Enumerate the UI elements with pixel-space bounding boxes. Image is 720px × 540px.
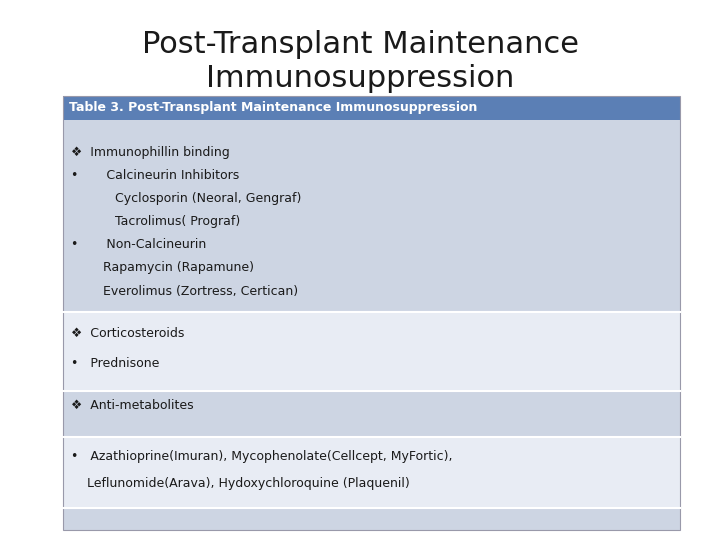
Text: ❖  Immunophillin binding: ❖ Immunophillin binding — [71, 146, 230, 159]
Bar — [63, 312, 680, 391]
Text: ❖  Corticosteroids: ❖ Corticosteroids — [71, 327, 184, 340]
Text: Everolimus (Zortress, Certican): Everolimus (Zortress, Certican) — [71, 285, 298, 298]
Text: Post-Transplant Maintenance: Post-Transplant Maintenance — [142, 30, 578, 59]
Bar — [63, 96, 680, 530]
Text: •       Calcineurin Inhibitors: • Calcineurin Inhibitors — [71, 169, 239, 182]
Bar — [63, 391, 680, 437]
Text: Leflunomide(Arava), Hydoxychloroquine (Plaquenil): Leflunomide(Arava), Hydoxychloroquine (P… — [71, 477, 410, 490]
Text: Rapamycin (Rapamune): Rapamycin (Rapamune) — [71, 261, 254, 274]
Text: •       Non-Calcineurin: • Non-Calcineurin — [71, 238, 206, 251]
Text: •   Prednisone: • Prednisone — [71, 357, 159, 370]
Text: •   Azathioprine(Imuran), Mycophenolate(Cellcept, MyFortic),: • Azathioprine(Imuran), Mycophenolate(Ce… — [71, 450, 452, 463]
Text: Tacrolimus( Prograf): Tacrolimus( Prograf) — [71, 215, 240, 228]
Bar — [63, 508, 680, 530]
Text: Cyclosporin (Neoral, Gengraf): Cyclosporin (Neoral, Gengraf) — [71, 192, 302, 205]
Text: Immunosuppression: Immunosuppression — [206, 64, 514, 93]
Text: Table 3. Post-Transplant Maintenance Immunosuppression: Table 3. Post-Transplant Maintenance Imm… — [69, 102, 477, 114]
Bar — [63, 96, 680, 120]
Bar — [63, 120, 680, 312]
Text: ❖  Anti-metabolites: ❖ Anti-metabolites — [71, 399, 194, 412]
Bar — [63, 437, 680, 508]
